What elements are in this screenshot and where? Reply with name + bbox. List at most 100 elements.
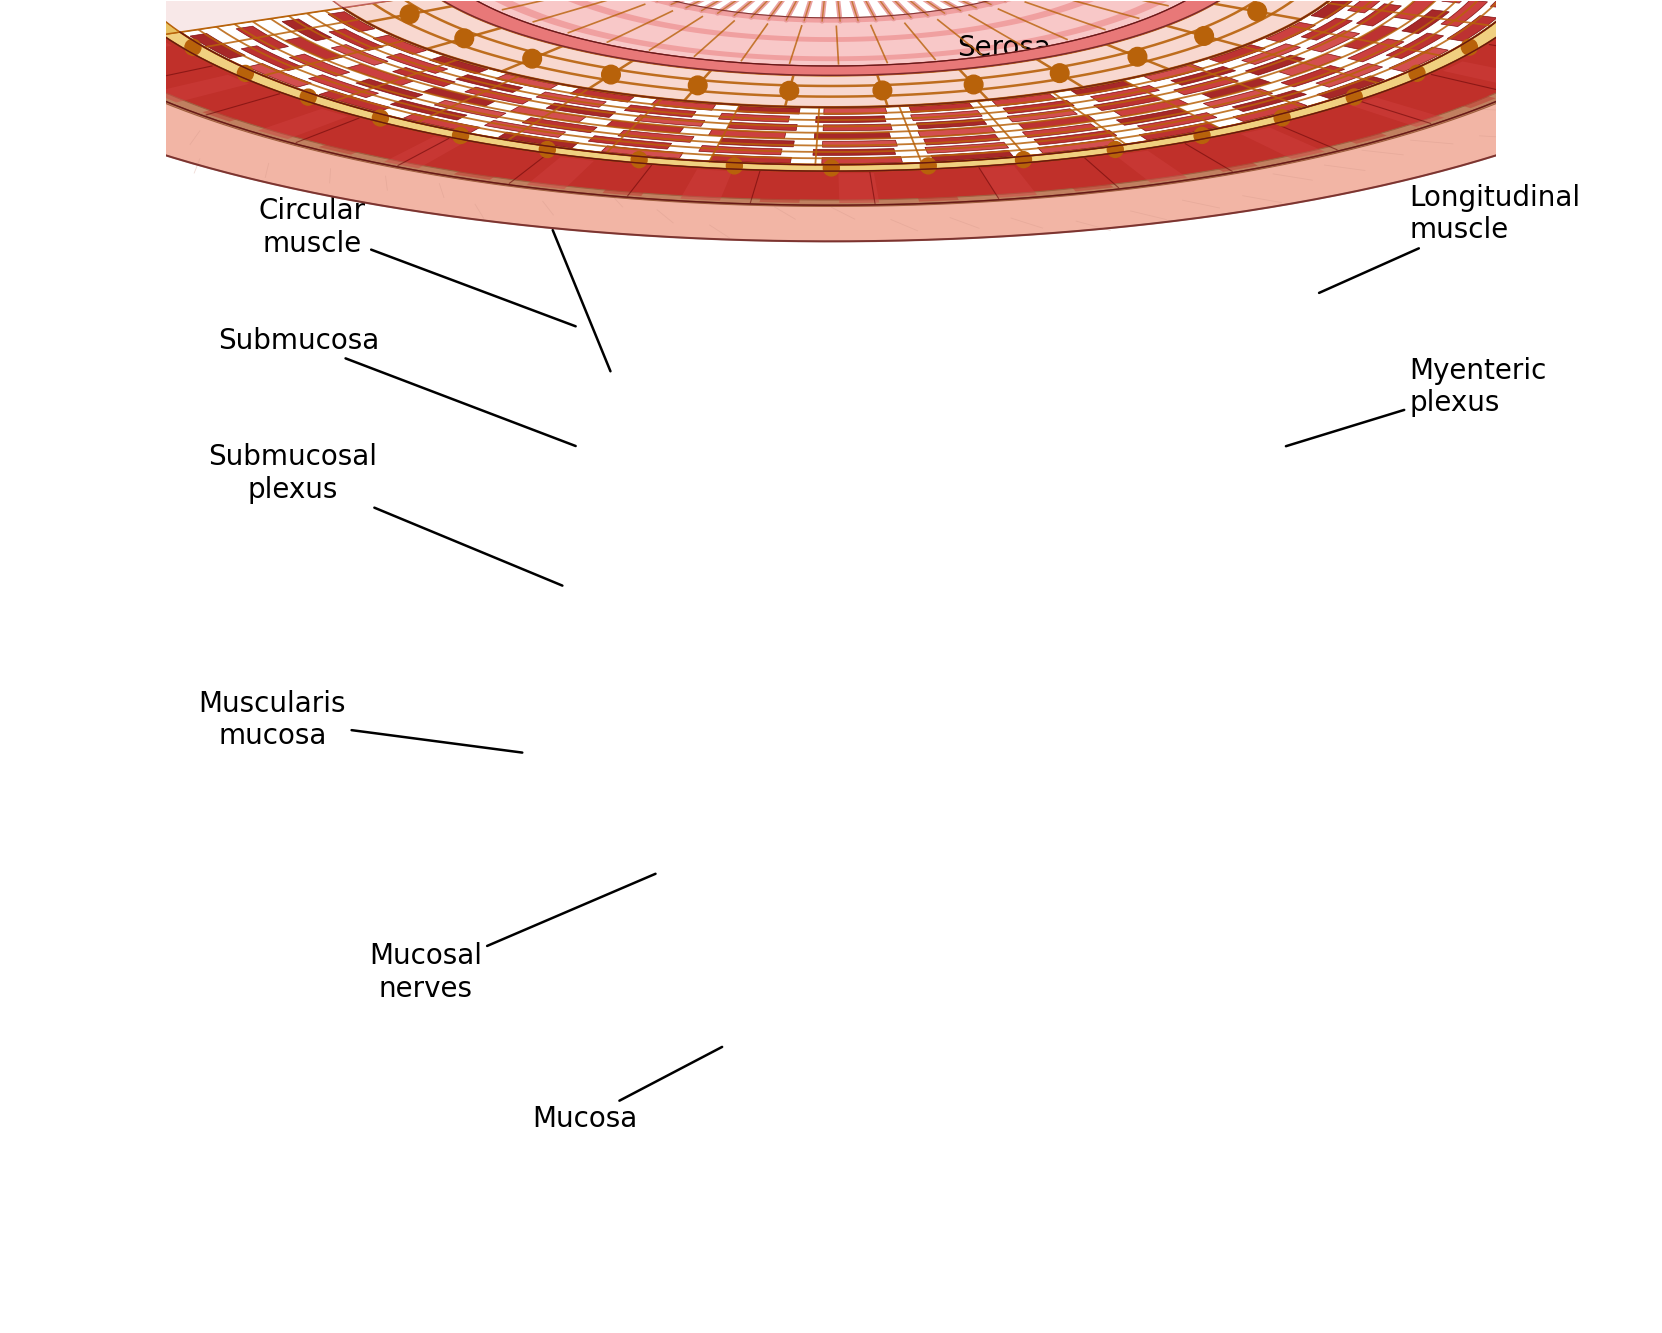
Polygon shape [1401,9,1449,33]
Polygon shape [1389,47,1448,72]
Polygon shape [992,93,1057,107]
Polygon shape [718,139,794,147]
Circle shape [1050,64,1069,83]
Circle shape [524,49,542,68]
Polygon shape [283,19,332,41]
Polygon shape [911,111,982,121]
Polygon shape [1232,91,1306,112]
Circle shape [1409,65,1424,81]
Polygon shape [1170,67,1235,85]
Polygon shape [1491,0,1529,8]
Polygon shape [1037,139,1119,153]
Polygon shape [917,127,996,137]
Polygon shape [1137,113,1217,131]
Polygon shape [372,35,427,55]
Polygon shape [602,145,683,159]
Circle shape [779,81,799,100]
Polygon shape [909,103,974,112]
Polygon shape [924,135,1001,145]
Polygon shape [1441,0,1479,3]
Polygon shape [582,0,1105,23]
Circle shape [921,157,936,173]
Polygon shape [1233,101,1306,121]
Polygon shape [1351,97,1444,127]
Polygon shape [125,3,179,35]
Text: Mucosa: Mucosa [532,1046,721,1133]
Polygon shape [1316,64,1383,87]
Polygon shape [537,92,607,107]
Polygon shape [816,116,886,123]
Polygon shape [916,119,987,129]
Polygon shape [814,132,891,139]
Polygon shape [248,64,311,87]
Text: Myenteric
plexus: Myenteric plexus [1286,357,1547,447]
Polygon shape [284,37,342,60]
Polygon shape [391,100,467,120]
Polygon shape [331,44,387,65]
Polygon shape [1281,65,1345,87]
Circle shape [1346,89,1363,105]
Polygon shape [1316,76,1384,99]
Circle shape [873,81,892,100]
Polygon shape [179,0,1549,165]
Polygon shape [1138,123,1218,140]
Circle shape [1195,27,1213,45]
Text: Muscularis
mucosa: Muscularis mucosa [198,689,522,753]
Polygon shape [522,117,597,133]
Polygon shape [108,56,208,81]
Polygon shape [1386,33,1444,59]
Text: Mucosal
nerves: Mucosal nerves [369,873,655,1002]
Circle shape [372,111,389,125]
Polygon shape [1394,0,1439,20]
Circle shape [184,39,201,55]
Text: Serosa: Serosa [957,33,1050,159]
Polygon shape [71,36,171,60]
Polygon shape [454,148,529,180]
Circle shape [632,152,647,168]
Polygon shape [392,68,455,87]
Polygon shape [652,99,716,111]
Polygon shape [434,100,505,119]
Polygon shape [1203,89,1273,108]
Polygon shape [289,55,349,76]
Polygon shape [404,113,480,132]
Polygon shape [319,124,404,155]
Polygon shape [1143,64,1205,81]
Polygon shape [61,0,1662,207]
Polygon shape [145,0,342,32]
Polygon shape [1173,76,1238,95]
Polygon shape [909,171,959,201]
Polygon shape [570,88,635,103]
Polygon shape [189,33,246,59]
Polygon shape [1002,100,1074,113]
Circle shape [455,29,474,48]
Polygon shape [327,12,376,32]
Polygon shape [258,109,347,139]
Polygon shape [979,165,1037,197]
Circle shape [964,75,982,93]
Polygon shape [603,164,661,196]
Polygon shape [474,0,1225,61]
Polygon shape [698,145,783,155]
Polygon shape [680,169,733,201]
Circle shape [452,128,469,144]
Polygon shape [1240,128,1325,159]
Circle shape [401,5,419,24]
Polygon shape [1306,31,1360,52]
Polygon shape [161,0,1569,171]
Circle shape [301,89,316,105]
Polygon shape [1448,16,1497,41]
Polygon shape [1202,79,1271,99]
Polygon shape [1242,44,1301,64]
Polygon shape [529,0,1165,41]
Polygon shape [465,87,532,104]
Polygon shape [1278,53,1341,76]
Polygon shape [1245,55,1305,75]
Polygon shape [356,79,422,99]
Circle shape [1015,152,1032,168]
Circle shape [1107,141,1124,157]
Polygon shape [1034,131,1117,145]
Polygon shape [1210,45,1265,64]
Polygon shape [1311,0,1353,19]
Polygon shape [203,92,296,121]
